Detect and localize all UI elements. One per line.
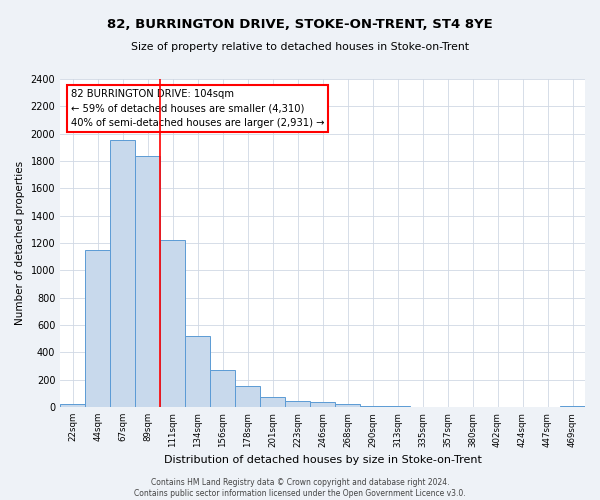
X-axis label: Distribution of detached houses by size in Stoke-on-Trent: Distribution of detached houses by size …	[164, 455, 482, 465]
Text: Size of property relative to detached houses in Stoke-on-Trent: Size of property relative to detached ho…	[131, 42, 469, 52]
Bar	[285, 401, 310, 407]
Bar	[260, 396, 285, 407]
Bar	[235, 386, 260, 407]
Bar	[110, 140, 135, 407]
Bar	[160, 240, 185, 407]
Bar	[360, 406, 385, 407]
Bar	[335, 404, 360, 407]
Bar	[135, 156, 160, 407]
Bar	[210, 370, 235, 407]
Bar	[385, 406, 410, 407]
Bar	[310, 402, 335, 407]
Text: 82 BURRINGTON DRIVE: 104sqm
← 59% of detached houses are smaller (4,310)
40% of : 82 BURRINGTON DRIVE: 104sqm ← 59% of det…	[71, 89, 324, 128]
Bar	[60, 404, 85, 407]
Bar	[85, 250, 110, 407]
Bar	[560, 406, 585, 407]
Bar	[185, 336, 210, 407]
Y-axis label: Number of detached properties: Number of detached properties	[15, 161, 25, 325]
Text: 82, BURRINGTON DRIVE, STOKE-ON-TRENT, ST4 8YE: 82, BURRINGTON DRIVE, STOKE-ON-TRENT, ST…	[107, 18, 493, 30]
Text: Contains HM Land Registry data © Crown copyright and database right 2024.
Contai: Contains HM Land Registry data © Crown c…	[134, 478, 466, 498]
